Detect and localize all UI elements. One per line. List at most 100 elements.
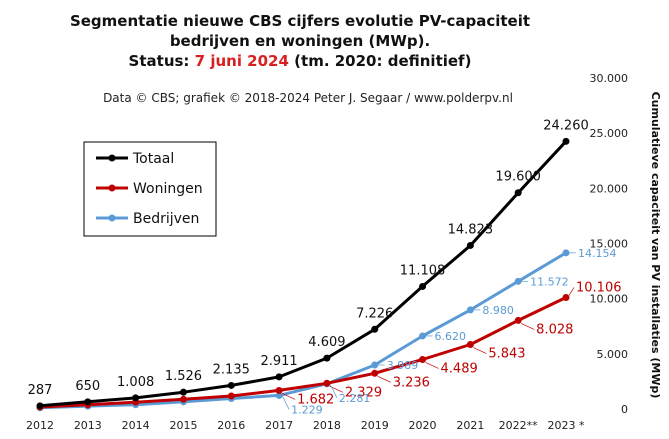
data-label-woningen: 3.236 [393,375,430,390]
x-axis-ticks: 2012 2013 2014 2015 2016 2017 2018 2019 2020 2021… [26,419,585,432]
data-label-totaal: 19.600 [495,170,541,185]
x-tick-label: 2018 [313,419,341,432]
data-label-woningen: 1.682 [297,392,334,407]
data-label-totaal: 14.823 [448,222,494,237]
x-tick-label: 2021 [456,419,484,432]
point-woningen [466,341,474,349]
leader-bedrijven [281,395,290,410]
leader-bedrijven [329,383,338,398]
status-suffix: (tm. 2020: definitief) [294,52,471,70]
series-line-woningen [39,296,567,409]
series-lines [39,140,568,410]
point-bedrijven [275,391,283,399]
leader-woningen [329,385,344,393]
data-label-totaal: 1.008 [117,375,154,390]
point-woningen [514,316,522,324]
x-tick-label: 2020 [409,419,437,432]
leader-woningen [377,375,391,383]
point-totaal [371,325,379,333]
data-label-bedrijven: 6.620 [435,330,467,343]
data-label-totaal: 7.226 [356,306,393,321]
point-totaal [275,373,283,381]
leader-woningen [425,362,439,369]
data-label-totaal: 24.260 [543,118,589,133]
data-label-totaal: 11.108 [400,263,446,278]
point-totaal [514,189,522,197]
data-label-totaal: 1.526 [165,369,202,384]
legend-label-bedrijven: Bedrijven [133,211,199,227]
legend-marker-bedrijven [108,214,116,222]
data-label-bedrijven: 3.989 [387,359,419,372]
status-prefix: Status: [129,52,190,70]
point-totaal [179,388,187,396]
y-axis-ticks: 0 5.000 10.000 15.000 20.000 25.000 30.000 [590,72,629,416]
leader-woningen [568,287,575,296]
x-tick-label: 2015 [169,419,197,432]
x-tick-label: 2014 [122,419,150,432]
data-label-bedrijven: 1.229 [291,403,323,416]
x-tick-label: 2022** [499,419,538,432]
data-label-woningen: 5.843 [488,347,525,362]
data-label-bedrijven: 2.281 [339,392,371,405]
y-tick-label: 20.000 [590,182,629,195]
data-label-totaal: 650 [75,379,100,394]
y-tick-label: 15.000 [590,238,629,251]
legend-marker-totaal [108,154,116,162]
point-totaal [323,354,331,362]
x-tick-label: 2017 [265,419,293,432]
data-label-totaal: 2.911 [260,354,297,369]
leader-woningen [521,323,535,330]
x-tick-label: 2012 [26,419,54,432]
data-labels: 287 650 1.008 1.526 2.135 2.911 4.609 7.226 11.1… [28,118,622,416]
y-tick-label: 25.000 [590,127,629,140]
point-bedrijven [562,249,570,257]
legend: Totaal Woningen Bedrijven [83,141,217,237]
y-tick-label: 30.000 [590,72,629,85]
chart-credit: Data © CBS; grafiek © 2018-2024 Peter J.… [103,91,513,105]
point-totaal [419,282,427,290]
series-points [36,137,570,412]
data-label-woningen: 10.106 [576,280,622,295]
chart-title-line2: bedrijven en woningen (MWp). [170,32,430,50]
y-tick-label: 0 [621,403,628,416]
data-label-totaal: 287 [28,383,53,398]
point-woningen [179,395,187,403]
chart-status: Status: 7 juni 2024 (tm. 2020: definitie… [129,52,472,70]
y-tick-label: 10.000 [590,293,629,306]
legend-marker-woningen [108,184,116,192]
point-woningen [371,369,379,377]
x-tick-label: 2016 [217,419,245,432]
y-axis-label: Cumulatieve capaciteit van PV installati… [649,92,662,399]
data-label-totaal: 2.135 [213,362,250,377]
point-bedrijven [419,332,427,340]
point-totaal [132,394,140,402]
series-line-totaal [39,140,568,408]
legend-label-woningen: Woningen [133,181,203,197]
point-bedrijven [466,306,474,314]
legend-label-totaal: Totaal [132,151,174,167]
point-woningen [323,379,331,387]
point-totaal [227,381,235,389]
point-woningen [227,392,235,400]
data-label-bedrijven: 14.154 [578,247,617,260]
data-label-totaal: 4.609 [308,335,345,350]
point-totaal [36,402,44,410]
point-woningen [419,355,427,363]
data-label-woningen: 8.028 [536,322,573,337]
point-bedrijven [371,361,379,369]
data-label-bedrijven: 8.980 [482,304,514,317]
x-tick-label: 2019 [361,419,389,432]
chart-title-line1: Segmentatie nieuwe CBS cijfers evolutie … [70,12,530,30]
status-date: 7 juni 2024 [195,52,289,70]
leader-woningen [473,347,487,354]
data-label-bedrijven: 11.572 [530,275,569,288]
y-tick-label: 5.000 [597,348,629,361]
point-totaal [562,137,570,145]
point-woningen [562,293,570,301]
data-label-woningen: 4.489 [441,361,478,376]
point-totaal [84,398,92,406]
point-bedrijven [514,277,522,285]
leader-woningen [281,393,296,400]
x-tick-label: 2013 [74,419,102,432]
